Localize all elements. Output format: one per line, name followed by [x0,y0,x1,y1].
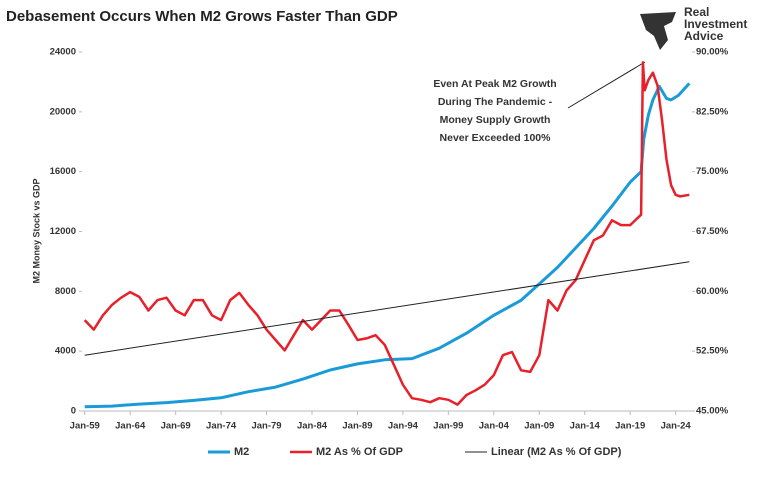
y-tick-label: 24000 [50,47,76,58]
y-tick-label: 12000 [50,226,76,237]
y-axis-label: M2 Money Stock vs GDP [31,178,41,283]
x-tick-label: Jan-09 [524,421,554,432]
annotation-line [567,61,646,109]
y2-tick-label: 45.00% [696,406,729,417]
y2-tick-label: 82.50% [696,106,729,117]
x-tick-label: Jan-99 [433,421,463,432]
x-tick-label: Jan-94 [388,421,419,432]
legend-label: Linear (M2 As % Of GDP) [491,446,622,458]
y2-tick-label: 52.50% [696,346,729,357]
legend-label: M2 As % Of GDP [316,446,403,458]
logo-text: Real [684,5,709,19]
logo-icon [640,12,676,50]
series-line [83,61,690,406]
series-line [84,261,690,356]
x-tick-label: Jan-59 [70,421,100,432]
x-tick-label: Jan-19 [615,421,645,432]
y-tick-label: 16000 [50,166,76,177]
annotation: Never Exceeded 100% [440,132,552,144]
chart-title: Debasement Occurs When M2 Grows Faster T… [6,8,398,25]
legend-label: M2 [234,446,249,458]
x-tick-label: Jan-79 [251,421,281,432]
y2-tick-label: 90.00% [696,47,729,58]
y2-tick-label: 60.00% [696,286,729,297]
logo-text: Investment [684,17,747,31]
x-tick-label: Jan-14 [570,421,601,432]
y-tick-label: 8000 [55,286,76,297]
x-tick-label: Jan-04 [479,421,510,432]
annotation: Even At Peak M2 Growth [433,78,556,90]
series-line [84,82,691,409]
y-tick-label: 20000 [50,106,76,117]
y2-tick-label: 67.50% [696,226,729,237]
x-tick-label: Jan-84 [297,421,328,432]
x-tick-label: Jan-89 [342,421,372,432]
logo-text: Advice [684,29,724,43]
annotation: During The Pandemic - [438,96,553,108]
x-tick-label: Jan-74 [206,421,237,432]
annotation: Money Supply Growth [440,114,551,126]
y-tick-label: 4000 [55,346,76,357]
x-tick-label: Jan-69 [161,421,191,432]
x-tick-label: Jan-24 [661,421,692,432]
y2-tick-label: 75.00% [696,166,729,177]
x-tick-label: Jan-64 [115,421,146,432]
y-tick-label: 0 [71,406,76,417]
